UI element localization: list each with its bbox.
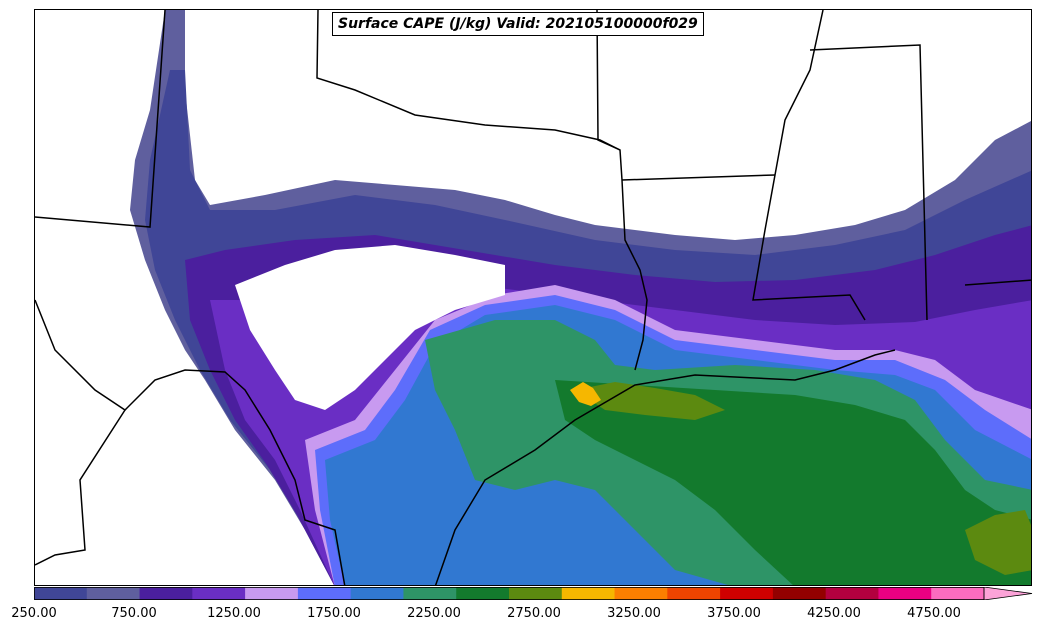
colorbar-tick-label: 3750.00 xyxy=(707,606,761,621)
gulf-coast xyxy=(434,349,896,585)
colorbar-segment xyxy=(297,587,352,600)
colorbar-tick-label: 4750.00 xyxy=(907,606,961,621)
cape-map xyxy=(35,10,1031,585)
borders xyxy=(35,10,1031,585)
colorbar-extend-arrow xyxy=(983,587,1033,600)
colorbar-segment xyxy=(825,587,879,600)
colorbar-segment xyxy=(931,587,985,600)
colorbar-segment xyxy=(403,587,457,600)
colorbar-segment xyxy=(456,587,510,600)
cape-band-2500b xyxy=(965,510,1031,575)
cape-band-2500 xyxy=(575,382,725,420)
border-tx-ok xyxy=(316,10,621,151)
colorbar-tick-label: 750.00 xyxy=(111,606,157,621)
colorbar-tick-label: 3250.00 xyxy=(607,606,661,621)
colorbar-segment xyxy=(667,587,721,600)
colorbar-segment xyxy=(878,587,932,600)
map-title: Surface CAPE (J/kg) Valid: 202105100000f… xyxy=(332,12,704,36)
cape-band-2750 xyxy=(570,382,601,406)
map-panel xyxy=(34,9,1032,586)
border-tx-la xyxy=(621,179,648,371)
colorbar-segment xyxy=(245,587,299,600)
border-al-fl xyxy=(964,279,1031,286)
colorbar-segment xyxy=(509,587,563,600)
colorbar-segment xyxy=(614,587,668,600)
colorbar-tick-label: 4250.00 xyxy=(807,606,861,621)
border-ar-la xyxy=(621,174,776,181)
colorbar-segment xyxy=(561,587,616,600)
colorbar xyxy=(34,587,1033,600)
colorbar-segment xyxy=(86,587,141,600)
colorbar-tick-label: 250.00 xyxy=(11,606,57,621)
colorbar-segment xyxy=(139,587,193,600)
border-mx-inner xyxy=(35,409,126,566)
border-mexico xyxy=(35,299,346,585)
colorbar-segment xyxy=(720,587,774,600)
colorbar-segment xyxy=(192,587,246,600)
border-nm-west xyxy=(35,10,166,228)
border-ok-ar xyxy=(596,10,623,181)
cape-band-2250 xyxy=(555,380,1031,585)
colorbar-tick-label: 2750.00 xyxy=(507,606,561,621)
dry-pocket xyxy=(235,245,505,410)
border-ms-al xyxy=(809,44,928,321)
colorbar-outline xyxy=(34,587,985,600)
colorbar-tick-label: 1250.00 xyxy=(207,606,261,621)
cape-contours xyxy=(130,10,1031,585)
colorbar-tick-label: 1750.00 xyxy=(307,606,361,621)
colorbar-tick-label: 2250.00 xyxy=(407,606,461,621)
colorbar-segment xyxy=(34,587,88,600)
colorbar-segment xyxy=(772,587,827,600)
border-ar-ms xyxy=(752,10,866,321)
colorbar-segment xyxy=(350,587,404,600)
